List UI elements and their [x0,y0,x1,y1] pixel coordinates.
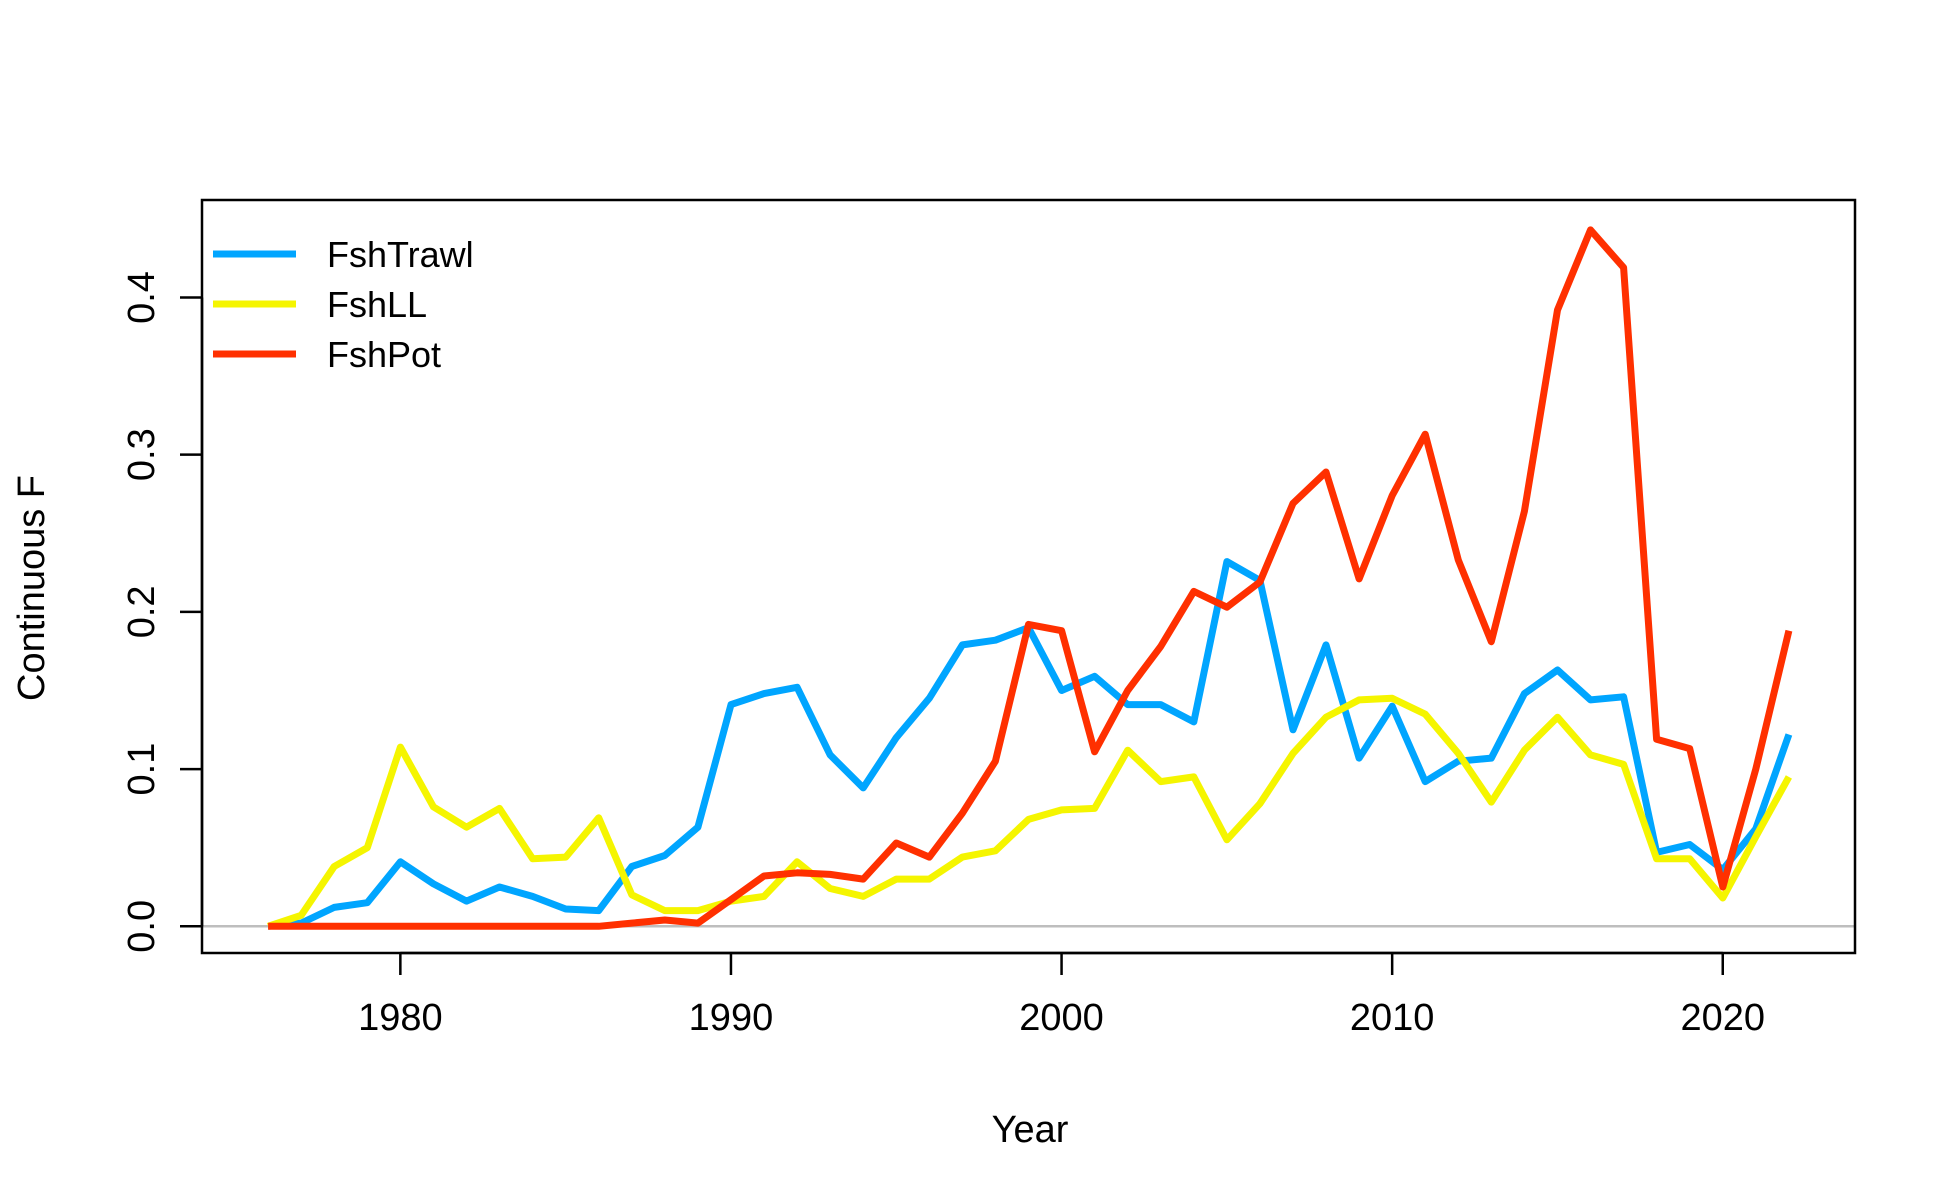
series-line-fshll [266,694,1792,930]
x-axis: 1980 1990 2000 2010 2020 [358,951,1765,1039]
series-fshll [266,694,1792,930]
y-tick-label: 0.3 [121,428,163,481]
legend-label: FshPot [327,334,441,375]
x-axis-label: Year [992,1109,1069,1151]
legend-item-fshll: FshLL [213,284,427,325]
legend-item-fshpot: FshPot [213,334,441,375]
legend-label: FshTrawl [327,234,474,275]
y-tick-label: 0.0 [121,900,163,953]
y-tick-label: 0.2 [121,585,163,638]
series-fshpot [268,226,1793,930]
legend: FshTrawl FshLL FshPot [213,234,474,375]
x-tick-label: 2000 [1019,997,1104,1039]
y-tick-label: 0.1 [121,743,163,796]
y-tick-label: 0.4 [121,271,163,324]
x-tick-label: 2020 [1680,997,1765,1039]
legend-label: FshLL [327,284,427,325]
x-tick-label: 1980 [358,997,443,1039]
series-layer [266,226,1793,930]
x-tick-label: 1990 [689,997,774,1039]
y-axis-label: Continuous F [11,475,53,701]
y-axis: 0.0 0.1 0.2 0.3 0.4 [121,271,204,953]
legend-item-fshtrawl: FshTrawl [213,234,474,275]
series-line-fshpot [268,226,1793,930]
x-tick-label: 2010 [1350,997,1435,1039]
